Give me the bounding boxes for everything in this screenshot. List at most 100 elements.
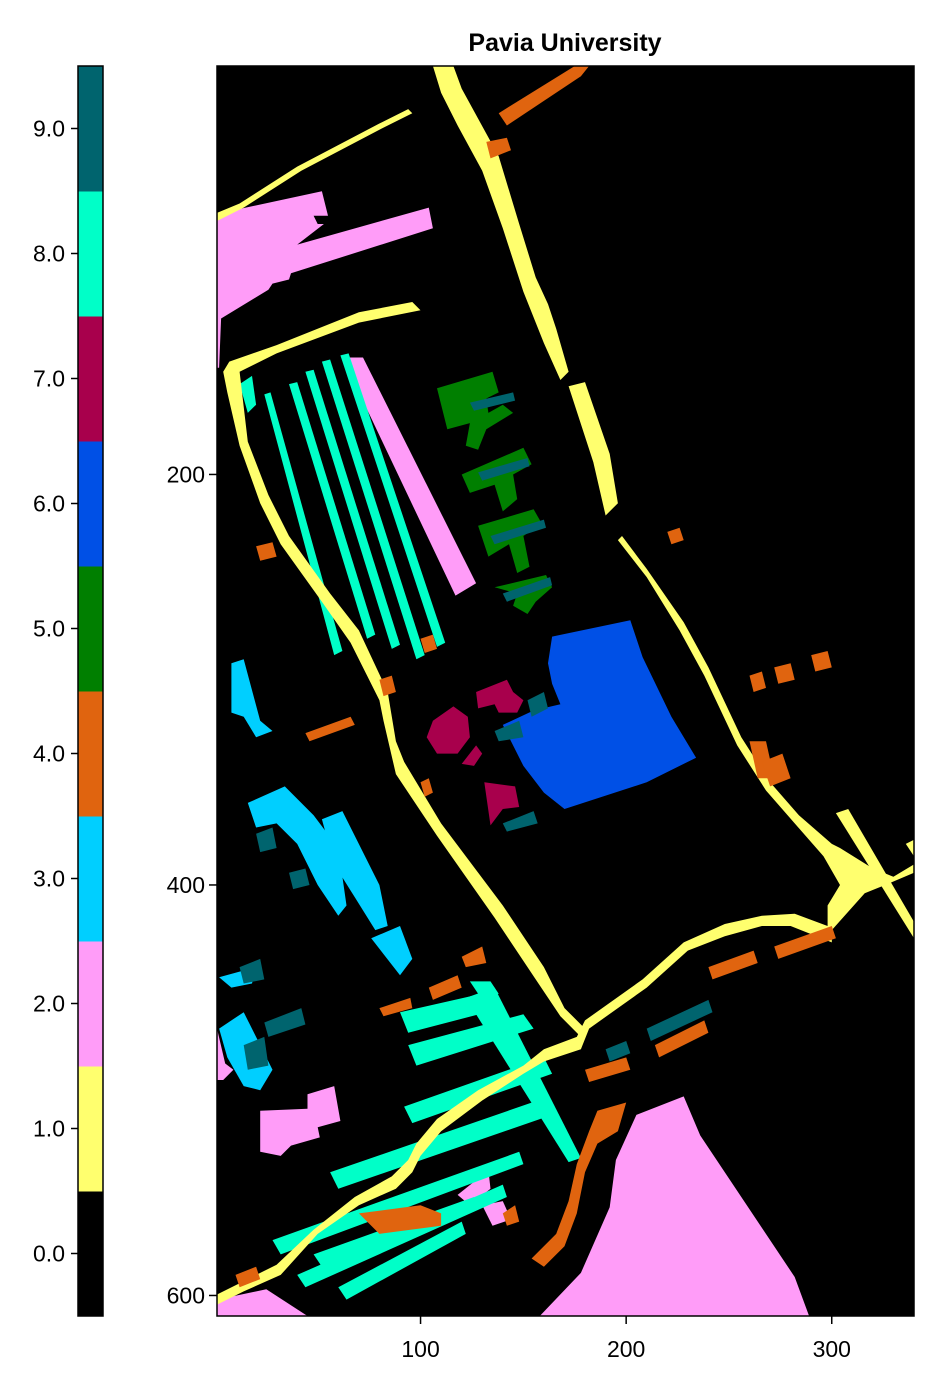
class-1-region-5 — [835, 809, 914, 939]
class-9-region-3 — [502, 577, 553, 602]
class-4-region-11 — [585, 1057, 631, 1082]
class-2-region-0 — [217, 191, 433, 368]
class-regions — [217, 66, 914, 1316]
chart-title: Pavia University — [468, 29, 661, 57]
x-tick-label-1: 200 — [607, 1336, 645, 1362]
class-9-region-10 — [264, 1008, 306, 1037]
class-2-region-2 — [217, 1289, 308, 1316]
class-2-region-5 — [217, 1028, 234, 1080]
axes: 100 200 300 200 400 600 — [167, 461, 851, 1362]
colorbar-tick-label-5: 5.0 — [33, 616, 65, 642]
class-7-region-0 — [426, 706, 470, 754]
class-4-region-13 — [379, 997, 413, 1017]
y-tick-label-2: 600 — [167, 1282, 205, 1308]
class-8-region-8 — [400, 991, 503, 1033]
colorbar-tick-label-6: 6.0 — [33, 491, 65, 517]
class-9-region-11 — [239, 958, 265, 984]
class-8-region-15 — [338, 1221, 466, 1300]
colorbar-swatch-8 — [78, 191, 103, 317]
class-4-region-2 — [667, 527, 684, 545]
class-8-region-4 — [321, 359, 425, 660]
colorbar-tick-label-8: 8.0 — [33, 241, 65, 267]
colorbar-tick-label-9: 9.0 — [33, 116, 65, 142]
class-9-region-6 — [502, 811, 538, 832]
class-9-region-2 — [490, 519, 546, 545]
colorbar-swatch-0 — [78, 1191, 103, 1317]
plot-frame — [216, 65, 915, 1317]
class-2-region-4 — [260, 1086, 341, 1156]
class-8-region-12 — [272, 1151, 524, 1255]
class-9-region-8 — [289, 868, 310, 890]
class-1-region-6 — [905, 839, 914, 857]
colorbar-tick-label-4: 4.0 — [33, 741, 65, 767]
class-5-region-0 — [437, 371, 514, 450]
class-4-region-5 — [811, 651, 832, 672]
class-4-region-17 — [256, 542, 277, 561]
class-4-region-16 — [305, 716, 355, 742]
colorbar-swatch-1 — [78, 1066, 103, 1192]
class-4-region-19 — [379, 675, 396, 697]
class-1-region-0 — [217, 109, 413, 221]
class-4-region-22 — [235, 1266, 261, 1288]
class-2-region-3 — [539, 1096, 810, 1316]
x-tick-label-0: 100 — [401, 1336, 439, 1362]
class-4-region-10 — [654, 1020, 709, 1058]
x-tick-label-2: 300 — [813, 1336, 851, 1362]
class-4-region-7 — [761, 753, 791, 787]
colorbar-swatch-3 — [78, 816, 103, 942]
class-8-region-5 — [340, 353, 446, 647]
class-9-region-7 — [256, 827, 277, 853]
colorbar-swatch-6 — [78, 441, 103, 567]
class-7-region-2 — [484, 782, 520, 826]
class-4-region-14 — [428, 975, 462, 1000]
colorbar-swatch-9 — [78, 66, 103, 192]
class-4-region-9 — [708, 950, 758, 980]
class-3-region-0 — [231, 659, 273, 738]
colorbar-swatch-2 — [78, 941, 103, 1067]
class-9-region-0 — [469, 392, 516, 411]
plot-area — [216, 65, 915, 1317]
colorbar-swatch-5 — [78, 566, 103, 692]
colorbar-tick-label-1: 1.0 — [33, 1116, 65, 1142]
class-9-region-12 — [646, 999, 713, 1041]
class-9-region-1 — [478, 458, 530, 481]
colorbar-tick-label-0: 0.0 — [33, 1241, 65, 1267]
class-4-region-3 — [749, 671, 766, 692]
class-3-region-2 — [321, 811, 388, 931]
class-2-region-7 — [482, 1201, 511, 1226]
colorbar-swatch-4 — [78, 691, 103, 817]
class-8-region-3 — [305, 369, 400, 649]
class-3-region-3 — [371, 926, 413, 976]
colorbar-swatch-7 — [78, 316, 103, 442]
class-9-region-13 — [605, 1041, 631, 1062]
class-4-region-12 — [531, 1102, 627, 1267]
class-6-region-0 — [502, 620, 697, 809]
class-4-region-20 — [420, 778, 433, 797]
class-4-region-0 — [498, 66, 590, 126]
class-8-region-0 — [239, 375, 257, 413]
class-4-region-4 — [774, 663, 795, 684]
class-8-region-11 — [330, 1098, 553, 1189]
y-tick-label-1: 400 — [167, 872, 205, 898]
class-4-region-1 — [486, 137, 511, 159]
class-7-region-3 — [461, 745, 483, 766]
class-1-region-3 — [217, 536, 914, 1305]
class-4-region-15 — [461, 946, 487, 968]
class-1-region-1 — [432, 66, 569, 380]
class-3-region-1 — [247, 786, 347, 916]
class-8-region-9 — [408, 1014, 534, 1066]
colorbar-frame — [77, 65, 104, 1317]
class-8-region-2 — [289, 382, 376, 639]
class-9-region-4 — [527, 692, 548, 717]
class-4-region-8 — [774, 926, 836, 959]
colorbar: 0.0 1.0 2.0 3.0 4.0 5.0 6.0 7.0 8.0 9.0 — [33, 65, 104, 1317]
class-4-region-23 — [502, 1205, 520, 1226]
class-1-region-2 — [568, 382, 618, 516]
colorbar-tick-label-2: 2.0 — [33, 991, 65, 1017]
class-7-region-1 — [476, 679, 524, 713]
y-tick-label-0: 200 — [167, 461, 205, 487]
class-9-region-9 — [243, 1036, 269, 1070]
colorbar-tick-label-7: 7.0 — [33, 366, 65, 392]
class-4-region-18 — [420, 634, 437, 653]
